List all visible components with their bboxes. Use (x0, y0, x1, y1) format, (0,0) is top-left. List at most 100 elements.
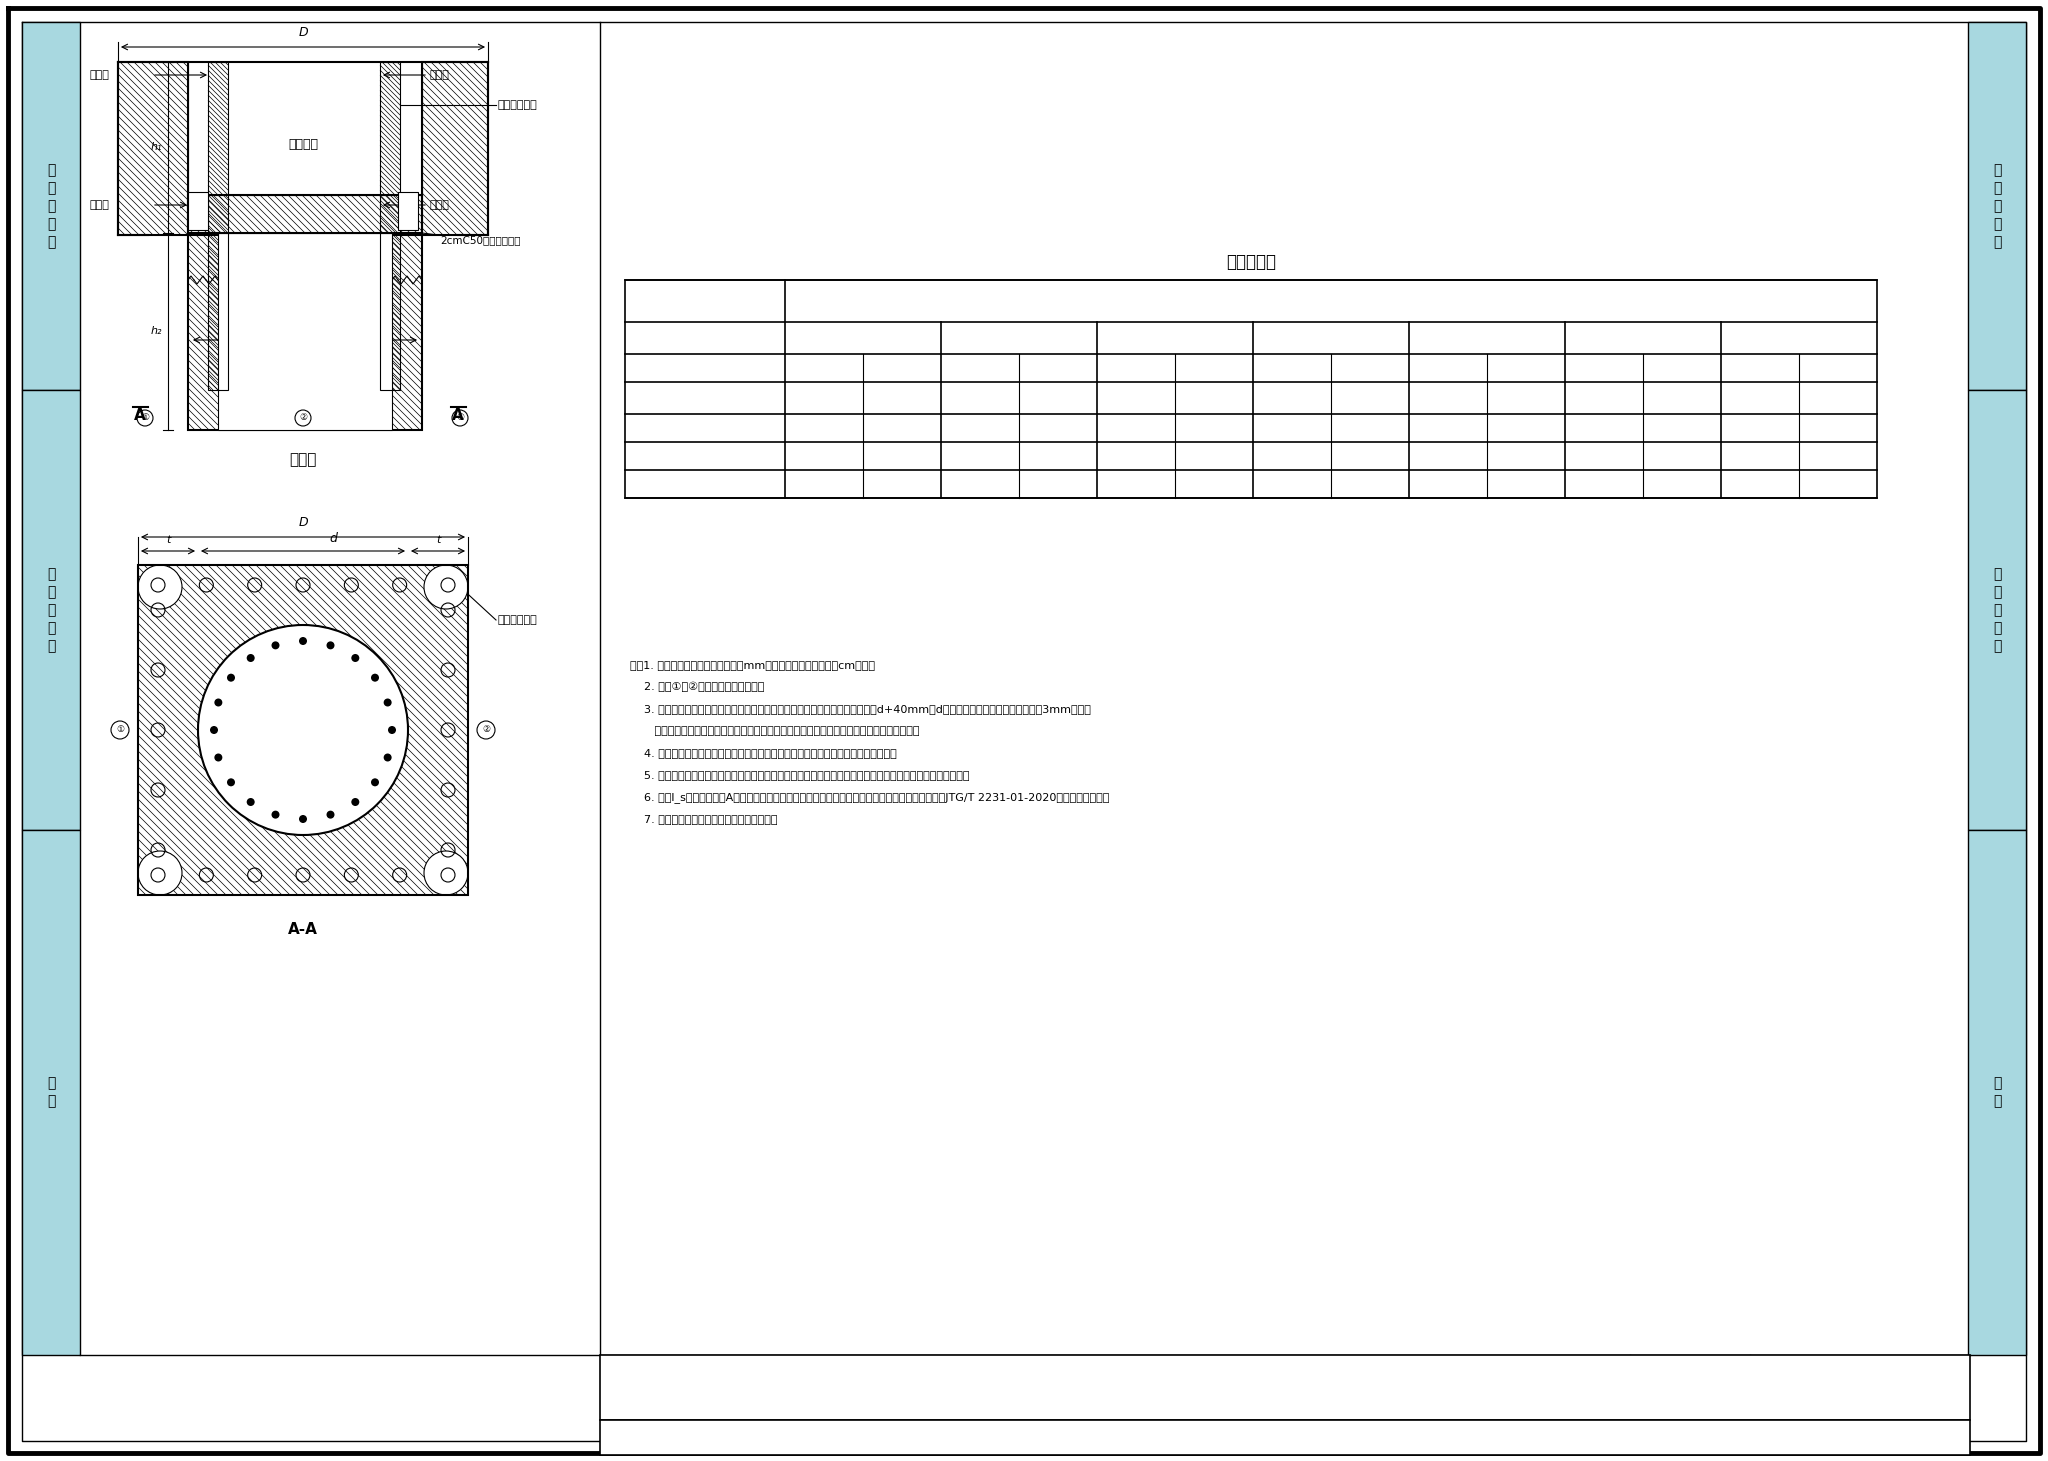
Bar (137, 565, 469, 896)
Text: A: A (1755, 361, 1763, 374)
Text: 型: 型 (1993, 181, 2001, 194)
Bar (188, 232, 422, 430)
Text: t: t (436, 535, 440, 545)
Text: B: B (1688, 396, 1694, 406)
Text: B: B (1677, 361, 1686, 374)
Circle shape (227, 674, 236, 682)
Text: 35: 35 (1675, 450, 1690, 463)
Text: 页: 页 (1688, 1432, 1694, 1442)
Text: 灌浆无缝钢管: 灌浆无缝钢管 (498, 615, 539, 625)
Text: 方型预制墩与预制盖梁连接构造图: 方型预制墩与预制盖梁连接构造图 (887, 1378, 1073, 1398)
Bar (1968, 390, 2025, 830)
Text: h₂: h₂ (150, 326, 162, 336)
Bar (23, 830, 80, 1354)
Text: 30: 30 (1440, 450, 1456, 463)
Text: 32: 32 (1597, 450, 1612, 463)
Circle shape (299, 815, 307, 823)
Circle shape (137, 850, 182, 896)
Text: 外径D(cm): 外径D(cm) (680, 478, 731, 491)
Text: 灌浆无缝钢管总长(cm): 灌浆无缝钢管总长(cm) (664, 392, 748, 405)
Text: l: l (1444, 392, 1448, 405)
Circle shape (246, 798, 254, 806)
Text: l: l (1677, 392, 1681, 405)
Text: 预: 预 (1993, 603, 2001, 617)
Text: A: A (453, 408, 465, 422)
Text: 22: 22 (817, 450, 831, 463)
Text: l: l (1288, 392, 1290, 405)
Text: l: l (1522, 392, 1526, 405)
Text: B: B (1143, 396, 1147, 406)
Text: B: B (1053, 361, 1063, 374)
Text: 7. 本图适用于方型预制墩与预制盖梁连接。: 7. 本图适用于方型预制墩与预制盖梁连接。 (631, 814, 778, 824)
Circle shape (387, 726, 395, 733)
Text: 方: 方 (1993, 567, 2001, 581)
Text: 25: 25 (1128, 450, 1143, 463)
Bar (1968, 830, 2025, 1354)
Text: B: B (985, 396, 991, 406)
Text: 32: 32 (1817, 392, 1833, 405)
Text: 35: 35 (1753, 450, 1767, 463)
Text: 24: 24 (1114, 392, 1130, 405)
Text: HPRP-140: HPRP-140 (1458, 332, 1516, 345)
Circle shape (215, 754, 223, 761)
Text: 预: 预 (1993, 199, 2001, 213)
Text: 制: 制 (1993, 218, 2001, 231)
Text: 64: 64 (1206, 422, 1221, 434)
Text: l: l (1366, 392, 1370, 405)
Text: 70: 70 (1128, 422, 1143, 434)
Circle shape (299, 637, 307, 644)
Text: l: l (1210, 392, 1212, 405)
Text: 130: 130 (1319, 478, 1341, 491)
Circle shape (352, 655, 358, 662)
Circle shape (215, 698, 223, 707)
Text: 25: 25 (1051, 450, 1065, 463)
Text: B: B (1454, 396, 1460, 406)
Text: B: B (1298, 396, 1305, 406)
Text: 6. 图中l_s为盖梁搭架；A为钢筋插入预制盖梁搭采无缝钢管长度，根据《公路桥梁抗震设计规范》JTG/T 2231-01-2020的相关规定确定。: 6. 图中l_s为盖梁搭架；A为钢筋插入预制盖梁搭采无缝钢管长度，根据《公路桥梁… (631, 792, 1110, 804)
Text: 32: 32 (1661, 392, 1675, 405)
Text: HPRP-120: HPRP-120 (1147, 332, 1204, 345)
Text: 预: 预 (47, 603, 55, 617)
Text: B: B (1610, 396, 1616, 406)
Text: 70: 70 (1362, 422, 1378, 434)
Text: 立面图: 立面图 (289, 453, 317, 468)
Text: l: l (1055, 392, 1057, 405)
Circle shape (326, 811, 334, 818)
Text: B: B (1376, 396, 1382, 406)
Text: 审核: 审核 (631, 1432, 643, 1442)
Text: l: l (977, 392, 979, 405)
Text: 140: 140 (1477, 478, 1499, 491)
Text: 校对: 校对 (879, 1432, 891, 1442)
Text: 制: 制 (1993, 621, 2001, 636)
Text: 3. 预制桥墩与预制盖梁连接方式：盖梁管管道采用无缝钢管，其内径不宜小于d+40mm（d为墩柱主筋直径），壁厚不应小于3mm；预制: 3. 预制桥墩与预制盖梁连接方式：盖梁管管道采用无缝钢管，其内径不宜小于d+40… (631, 704, 1092, 714)
Circle shape (352, 798, 358, 806)
Text: ②: ② (481, 726, 489, 735)
Text: B: B (1765, 396, 1772, 406)
Text: 其: 其 (1993, 1075, 2001, 1090)
Text: 墩: 墩 (47, 235, 55, 248)
Text: HPRP-100: HPRP-100 (834, 332, 891, 345)
Text: d: d (330, 532, 338, 545)
Text: 160: 160 (1788, 478, 1810, 491)
Text: 100: 100 (852, 478, 874, 491)
Text: 2cmC50环氧砂浆垫层: 2cmC50环氧砂浆垫层 (440, 235, 520, 245)
Text: D: D (299, 321, 307, 332)
Text: 32: 32 (1518, 450, 1534, 463)
Text: B: B (1366, 361, 1374, 374)
Circle shape (424, 850, 469, 896)
Text: 图集号: 图集号 (1679, 1369, 1700, 1379)
Text: 80: 80 (1440, 422, 1456, 434)
Bar (422, 61, 487, 235)
Text: B: B (1221, 396, 1227, 406)
Text: B: B (1065, 396, 1069, 406)
Text: 设计: 设计 (1251, 1432, 1266, 1442)
Bar (625, 281, 1878, 498)
Text: B: B (829, 396, 836, 406)
Text: 22: 22 (973, 450, 987, 463)
Text: A: A (819, 361, 827, 374)
Text: 84: 84 (1831, 422, 1845, 434)
Text: 28: 28 (1284, 450, 1298, 463)
Text: A: A (975, 361, 985, 374)
Text: 型: 型 (47, 584, 55, 599)
Text: 32: 32 (1583, 392, 1597, 405)
